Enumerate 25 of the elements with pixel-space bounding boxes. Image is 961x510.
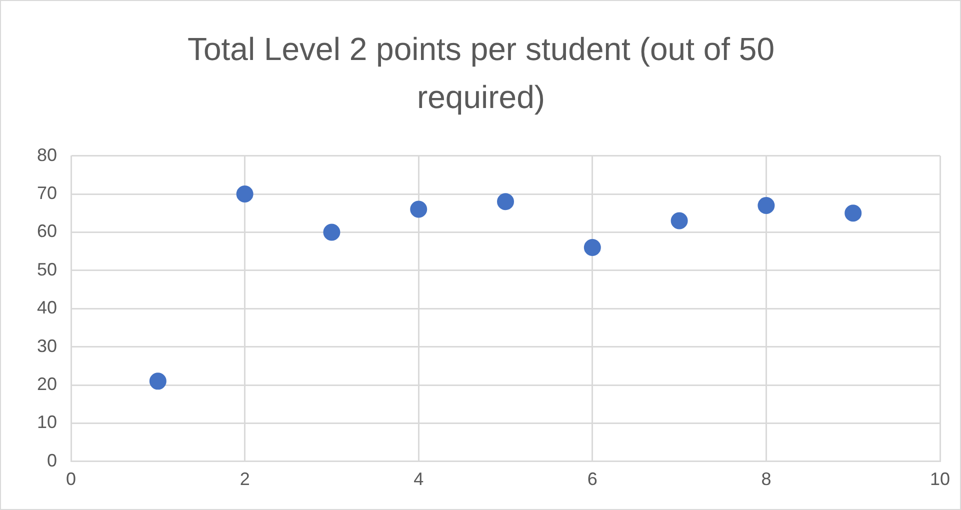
y-tick-label: 40: [36, 298, 58, 318]
y-tick-label: 10: [36, 412, 58, 432]
x-tick-label: 6: [587, 469, 598, 490]
point: [323, 224, 340, 241]
chart-title: Total Level 2 points per student (out of 50 required): [186, 30, 776, 117]
point: [758, 196, 775, 214]
y-tick-label: 80: [36, 144, 58, 165]
y-tick-label: 30: [36, 336, 58, 356]
y-tick-label: 70: [36, 182, 58, 203]
x-tick-label: 4: [414, 469, 424, 490]
y-tick-label: 60: [36, 221, 58, 242]
y-tick-label: 20: [36, 374, 58, 394]
x-tick-label: 0: [66, 469, 76, 490]
x-tick-label: 10: [930, 469, 950, 490]
point: [670, 212, 688, 230]
y-tick-label: 50: [36, 259, 58, 280]
point: [236, 186, 254, 202]
point: [410, 200, 428, 218]
point: [149, 372, 166, 390]
x-tick-label: 2: [240, 469, 250, 490]
point: [497, 193, 514, 210]
point: [844, 204, 862, 222]
point: [584, 238, 601, 256]
x-tick-label: 8: [761, 469, 772, 490]
y-tick-label: 0: [47, 450, 58, 470]
